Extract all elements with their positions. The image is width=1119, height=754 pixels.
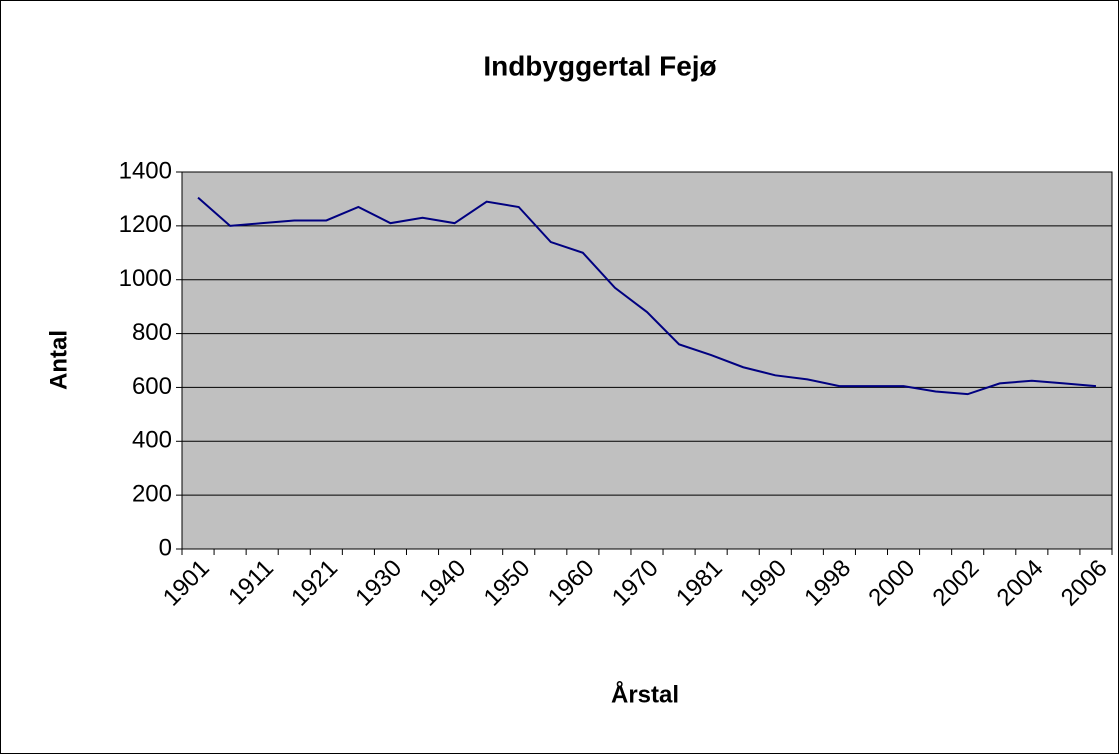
chart-title: Indbyggertal Fejø — [483, 50, 716, 81]
y-axis-title: Antal — [45, 330, 72, 390]
plot-area — [181, 171, 1113, 550]
x-axis-title: Årstal — [611, 680, 679, 708]
y-tick-label: 1200 — [119, 211, 172, 238]
y-tick-label: 600 — [132, 373, 172, 400]
y-tick-label: 1400 — [119, 157, 172, 184]
y-tick-label: 400 — [132, 427, 172, 454]
data-line — [197, 196, 1097, 396]
y-tick-label: 1000 — [119, 265, 172, 292]
y-tick-label: 800 — [132, 319, 172, 346]
y-tick-label: 0 — [159, 534, 172, 561]
y-tick-label: 200 — [132, 480, 172, 507]
